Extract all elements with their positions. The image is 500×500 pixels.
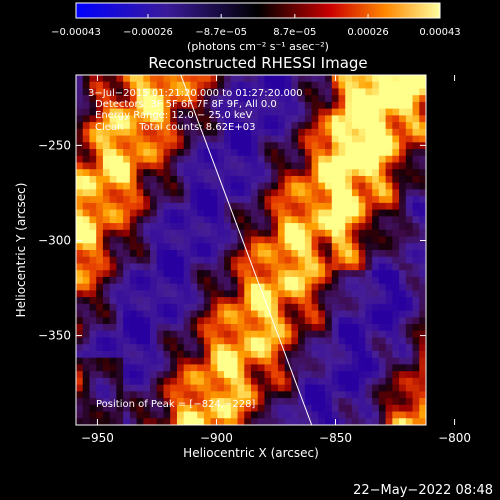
colorbar-tick-label: 8.7e−05 — [273, 27, 316, 38]
x-tick-label: −900 — [200, 431, 233, 445]
colorbar-tick-label: 0.00043 — [419, 27, 460, 38]
y-axis: −350 −300 −250 — [38, 138, 426, 343]
chart-title: Reconstructed RHESSI Image — [148, 54, 367, 72]
colorbar-gradient — [75, 2, 441, 19]
colorbar-tick-label: −0.00026 — [123, 27, 173, 38]
colorbar-tick-label: −8.7e−05 — [195, 27, 247, 38]
colorbar-tick-label: −0.00043 — [51, 27, 101, 38]
plot-frame — [75, 74, 427, 426]
x-axis-label: Heliocentric X (arcsec) — [183, 446, 319, 460]
colorbar-ticks: −0.00043 −0.00026 −8.7e−05 8.7e−05 0.00026 0.… — [51, 14, 461, 38]
colorbar-tick-label: 0.00026 — [347, 27, 388, 38]
annotation-detectors: Detectors: 3F 5F 6F 7F 8F 9F, All 0.0 — [95, 99, 277, 110]
heatmap — [76, 75, 426, 425]
annotation-time: 3−Jul−2015 01:21:20.000 to 01:27:20.000 — [88, 88, 303, 99]
y-tick-label: −300 — [38, 233, 71, 247]
colorbar-units: (photons cm⁻² s⁻¹ asec⁻²) — [187, 40, 329, 53]
solar-limb-line — [180, 75, 313, 425]
annotation-block: 3−Jul−2015 01:21:20.000 to 01:27:20.000 … — [88, 88, 303, 133]
plot-area — [75, 74, 427, 426]
annotation-counts: Clean Total counts: 8.62E+03 — [95, 122, 255, 133]
x-axis: −950 −900 −850 −800 — [81, 75, 471, 445]
colorbar: −0.00043 −0.00026 −8.7e−05 8.7e−05 0.00026 0.… — [51, 2, 461, 53]
x-tick-label: −850 — [319, 431, 352, 445]
peak-position-label: Position of Peak = [−824,−228] — [96, 399, 255, 410]
y-axis-label: Heliocentric Y (arcsec) — [14, 183, 28, 318]
x-tick-label: −800 — [438, 431, 471, 445]
footer-timestamp: 22−May−2022 08:48 — [353, 483, 493, 498]
annotation-energy: Energy Range: 12.0 − 25.0 keV — [95, 110, 252, 121]
y-tick-label: −250 — [38, 138, 71, 152]
x-tick-label: −950 — [81, 431, 114, 445]
y-tick-label: −350 — [38, 329, 71, 343]
